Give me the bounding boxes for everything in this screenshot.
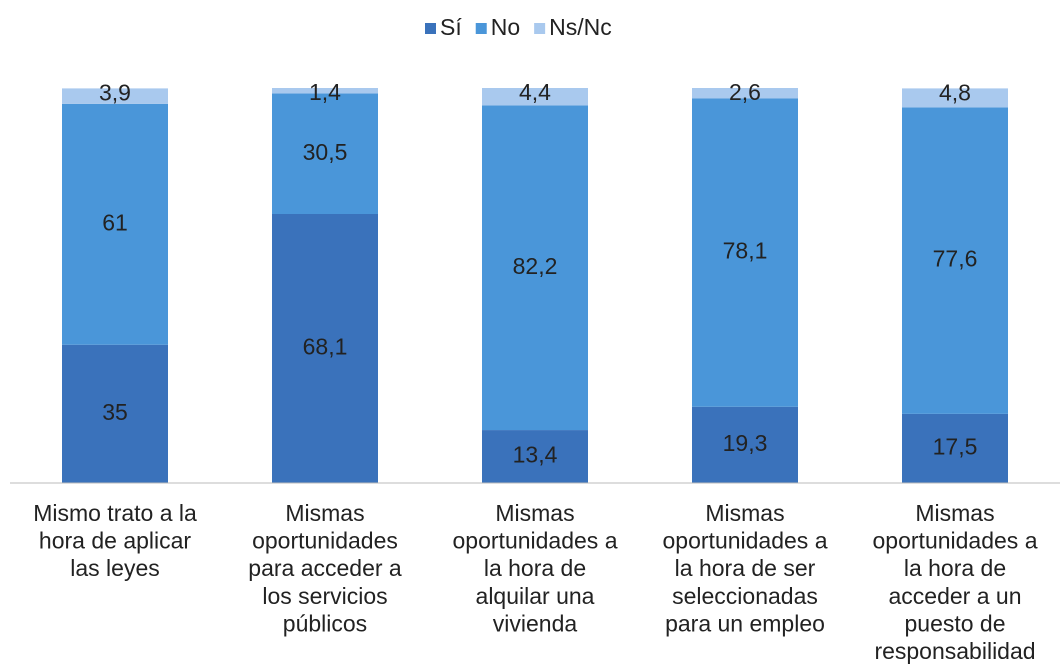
- value-label: 13,4: [513, 442, 558, 468]
- value-label: 77,6: [933, 246, 978, 272]
- bar-segment: [62, 88, 168, 104]
- bar-segment: [62, 103, 168, 345]
- legend-swatch: [475, 23, 487, 34]
- value-label: 78,1: [723, 238, 768, 264]
- value-label: 3,9: [99, 79, 131, 105]
- legend-swatch: [534, 23, 546, 34]
- value-label: 17,5: [933, 434, 978, 460]
- bar-segment: [902, 413, 1008, 483]
- legend-label: No: [491, 14, 520, 40]
- bar-segment: [272, 93, 378, 215]
- value-label: 61: [102, 209, 128, 235]
- bar-segment: [692, 406, 798, 483]
- bar-segment: [62, 344, 168, 483]
- value-label: 30,5: [303, 139, 348, 165]
- bar-segment: [272, 88, 378, 94]
- legend-label: Ns/Nc: [549, 14, 612, 40]
- legend-swatch: [425, 23, 436, 34]
- value-label: 82,2: [513, 253, 558, 279]
- bar-segment: [692, 88, 798, 99]
- bar-segment: [482, 105, 588, 431]
- x-tick-label: Mismas oportunidades para acceder a los ser…: [248, 500, 402, 636]
- legend-item: Ns/Nc: [534, 14, 612, 40]
- value-label: 19,3: [723, 430, 768, 456]
- bar-segment: [902, 88, 1008, 108]
- bar-segment: [692, 98, 798, 407]
- bar-segment: [482, 430, 588, 483]
- x-tick-label: Mismas oportunidades a la hora de alquilar …: [453, 500, 618, 636]
- x-tick-label: Mismas oportunidades a la hora de ser selec…: [663, 500, 828, 636]
- bar-segment: [482, 88, 588, 106]
- bar-segment: [272, 214, 378, 483]
- legend-item: Sí: [425, 14, 462, 40]
- legend-item: No: [475, 14, 520, 40]
- value-label: 2,6: [729, 79, 761, 105]
- bar-segment: [902, 107, 1008, 414]
- x-tick-label: Mismas oportunidades a la hora de acceder a…: [873, 500, 1038, 664]
- value-label: 35: [102, 399, 128, 425]
- value-label: 4,8: [939, 79, 971, 105]
- value-label: 4,4: [519, 79, 551, 105]
- value-label: 68,1: [303, 334, 348, 360]
- x-tick-label: Mismo trato a la hora de aplicar las leyes: [33, 500, 197, 581]
- value-label: 1,4: [309, 79, 341, 105]
- legend-label: Sí: [440, 14, 462, 40]
